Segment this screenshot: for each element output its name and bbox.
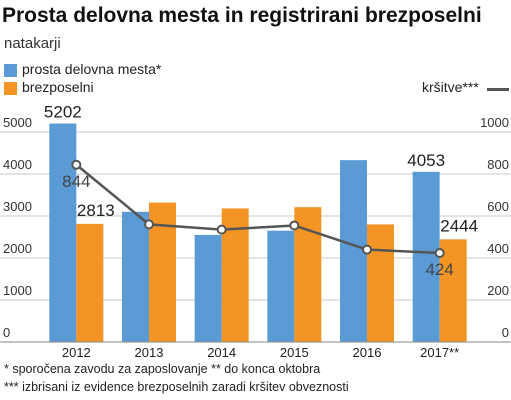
left-tick-label: 4000 <box>3 157 32 172</box>
bar-vacancies <box>194 234 222 342</box>
point-violations <box>434 247 445 258</box>
x-tick-label: 2014 <box>207 345 236 360</box>
x-tick-label: 2013 <box>135 345 164 360</box>
data-label-vacancies: 4053 <box>407 151 445 170</box>
right-tick-label: 400 <box>487 241 509 256</box>
data-label-unemployed: 2444 <box>440 216 478 235</box>
x-tick-label: 2017** <box>420 345 459 360</box>
legend-swatch-unemployed <box>4 82 17 95</box>
left-tick-label: 1000 <box>3 283 32 298</box>
x-tick-label: 2012 <box>62 345 91 360</box>
x-tick-label: 2015 <box>280 345 309 360</box>
left-tick-label: 2000 <box>3 241 32 256</box>
x-tick-label: 2016 <box>353 345 382 360</box>
bar-vacancies <box>267 230 295 342</box>
data-label-unemployed: 2813 <box>77 201 115 220</box>
bar-unemployed <box>367 224 394 342</box>
point-violations <box>71 159 82 170</box>
point-violations <box>216 224 227 235</box>
line-violations <box>75 163 440 255</box>
bar-unemployed <box>76 223 104 342</box>
footnote-2: *** izbrisani iz evidence brezposelnih z… <box>4 380 349 394</box>
point-violations <box>144 219 154 230</box>
chart-subtitle: natakarji <box>4 35 61 52</box>
footnote-1: * sporočena zavodu za zaposlovanje ** do… <box>4 362 321 376</box>
data-label-violations: 844 <box>62 172 90 191</box>
legend-swatch-vacancies <box>4 64 17 77</box>
bar-unemployed <box>439 239 467 342</box>
right-tick-label: 0 <box>502 325 509 340</box>
point-violations <box>289 220 300 231</box>
right-tick-label: 600 <box>487 199 509 214</box>
data-label-violations: 424 <box>425 260 453 279</box>
right-tick-label: 1000 <box>480 115 509 130</box>
left-tick-label: 5000 <box>3 115 32 130</box>
legend-label-unemployed: brezposelni <box>22 79 94 95</box>
legend-label-violations: kršitve*** <box>422 79 479 95</box>
right-tick-label: 200 <box>487 283 509 298</box>
bar-vacancies <box>412 171 440 342</box>
chart-title: Prosta delovna mesta in registrirani bre… <box>2 4 482 27</box>
bar-vacancies <box>122 211 149 342</box>
legend-label-vacancies: prosta delovna mesta* <box>22 61 162 77</box>
left-tick-label: 3000 <box>3 199 32 214</box>
bar-vacancies <box>49 123 77 343</box>
left-tick-label: 0 <box>3 325 10 340</box>
data-label-vacancies: 5202 <box>44 103 82 122</box>
right-tick-label: 800 <box>487 157 509 172</box>
point-violations <box>362 244 372 255</box>
legend-line-violations <box>487 88 509 91</box>
